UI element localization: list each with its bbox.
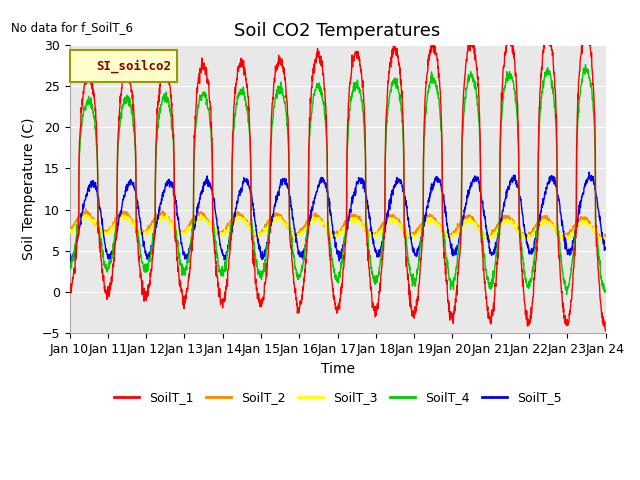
X-axis label: Time: Time xyxy=(321,362,355,376)
Legend: SoilT_1, SoilT_2, SoilT_3, SoilT_4, SoilT_5: SoilT_1, SoilT_2, SoilT_3, SoilT_4, Soil… xyxy=(109,386,566,409)
Y-axis label: Soil Temperature (C): Soil Temperature (C) xyxy=(22,118,36,260)
FancyBboxPatch shape xyxy=(70,50,177,82)
Title: Soil CO2 Temperatures: Soil CO2 Temperatures xyxy=(234,22,441,40)
Text: SI_soilco2: SI_soilco2 xyxy=(97,60,172,73)
Text: No data for f_SoilT_6: No data for f_SoilT_6 xyxy=(11,22,132,35)
